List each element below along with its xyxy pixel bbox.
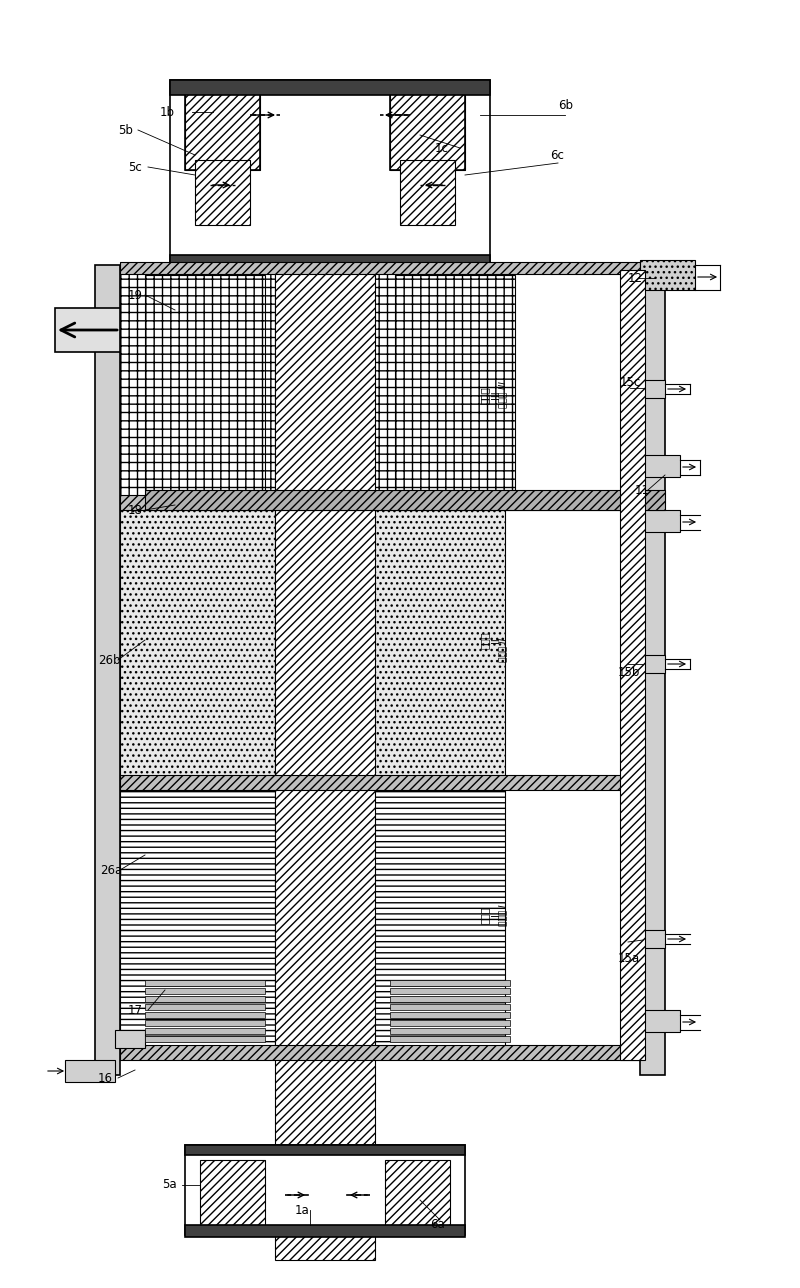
Text: 1c: 1c (435, 142, 449, 155)
Bar (120, 270, 275, 500)
Bar (640, 260, 695, 290)
Bar (390, 90, 465, 170)
Bar (185, 1225, 465, 1236)
Text: 19: 19 (128, 289, 143, 301)
Text: 反应区
III: 反应区 III (479, 386, 501, 404)
Bar (145, 276, 265, 489)
Text: 6b: 6b (558, 98, 573, 112)
Bar (390, 1028, 510, 1034)
Bar (640, 1010, 680, 1032)
Bar (195, 160, 250, 225)
Bar (385, 1160, 450, 1225)
Bar (275, 80, 375, 1260)
Bar (145, 1036, 265, 1042)
Bar (200, 1160, 265, 1225)
Bar (115, 1030, 145, 1048)
Bar (120, 495, 640, 510)
Bar (145, 1005, 265, 1010)
Bar (640, 455, 680, 477)
Bar (185, 1145, 465, 1235)
Bar (185, 90, 260, 170)
Bar (390, 996, 510, 1002)
Bar (145, 988, 265, 994)
Text: 5c: 5c (128, 161, 142, 174)
Bar (170, 80, 490, 95)
Bar (400, 160, 455, 225)
Bar (120, 781, 275, 1050)
Bar (390, 1036, 510, 1042)
Text: 12: 12 (628, 272, 643, 285)
Text: 反应区 I: 反应区 I (498, 904, 507, 926)
Bar (640, 265, 665, 1075)
Bar (145, 1012, 265, 1018)
Bar (395, 276, 515, 489)
Text: 反应区 II: 反应区 II (498, 638, 507, 662)
Bar (390, 1005, 510, 1010)
Bar (145, 1020, 265, 1027)
Text: 1a: 1a (295, 1203, 310, 1216)
Bar (340, 500, 505, 781)
Bar (120, 775, 640, 790)
Bar (120, 261, 640, 274)
Text: 15a: 15a (618, 952, 640, 965)
Bar (390, 90, 465, 170)
Bar (55, 308, 120, 352)
Bar (185, 1145, 465, 1155)
Text: 16: 16 (98, 1072, 113, 1084)
Text: 反应区 III: 反应区 III (498, 381, 507, 408)
Bar (390, 1020, 510, 1027)
Bar (620, 270, 645, 1060)
Bar (65, 1060, 115, 1082)
Bar (390, 988, 510, 994)
Bar (340, 270, 505, 500)
Text: 反应区
I: 反应区 I (479, 907, 501, 923)
Text: 6c: 6c (550, 148, 564, 161)
Text: 5b: 5b (118, 124, 133, 137)
Text: 5a: 5a (162, 1179, 177, 1191)
Bar (185, 90, 260, 170)
Bar (145, 996, 265, 1002)
Bar (640, 656, 665, 674)
Bar (170, 255, 490, 270)
Bar (145, 1028, 265, 1034)
Bar (120, 500, 275, 781)
Text: 1b: 1b (160, 106, 175, 118)
Text: 26b: 26b (98, 653, 121, 666)
Text: 15b: 15b (618, 666, 640, 679)
Bar (95, 265, 120, 1075)
Bar (640, 510, 680, 532)
Bar (120, 1045, 640, 1060)
Bar (145, 489, 665, 510)
Bar (390, 1012, 510, 1018)
Text: 反应区
II: 反应区 II (479, 631, 501, 649)
Bar (145, 980, 265, 987)
Text: 17: 17 (128, 1003, 143, 1016)
Bar (340, 781, 505, 1050)
Bar (640, 380, 665, 398)
Bar (640, 930, 665, 948)
Bar (170, 80, 490, 265)
Bar (390, 980, 510, 987)
Text: 6a: 6a (430, 1218, 445, 1231)
Text: 18: 18 (128, 504, 143, 516)
Text: 15c: 15c (620, 376, 642, 389)
Text: 11: 11 (635, 483, 650, 496)
Text: 26a: 26a (100, 863, 122, 877)
